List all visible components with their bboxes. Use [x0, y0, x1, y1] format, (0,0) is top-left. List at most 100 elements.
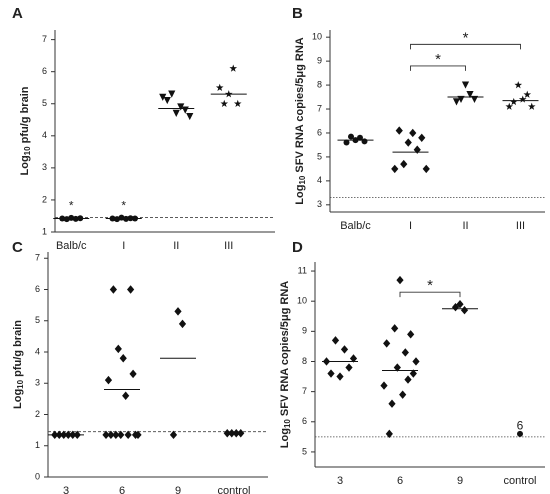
y-tick-label: 0 [35, 471, 40, 481]
y-tick-label: 6 [42, 66, 47, 76]
y-label-part: SFV RNA copies/5μg RNA [294, 37, 306, 175]
data-point [118, 214, 125, 221]
data-point [112, 430, 120, 440]
y-tick-label: 7 [302, 386, 307, 396]
x-tick-label: II [173, 240, 179, 252]
x-tick-label: 3 [63, 485, 69, 494]
data-point [181, 106, 189, 114]
x-tick-label: I [122, 240, 125, 252]
data-point [119, 354, 127, 363]
y-tick-label: 2 [42, 194, 47, 204]
y-tick-label: 3 [317, 199, 322, 209]
x-tick-label: 3 [337, 475, 343, 487]
data-point [114, 344, 122, 354]
data-point [233, 99, 242, 107]
y-tick-label: 6 [317, 127, 322, 137]
y-tick-label: 9 [302, 326, 307, 336]
y-label-part: pfu/g brain [19, 86, 31, 146]
x-tick-label: 6 [397, 475, 403, 487]
y-label-sub: 10 [283, 419, 292, 428]
y-label-part: Log [279, 428, 291, 448]
y-tick-label: 6 [302, 416, 307, 426]
x-tick-label: Balb/c [340, 220, 371, 232]
y-tick-label: 3 [35, 378, 40, 388]
x-tick-label: I [409, 220, 412, 232]
data-point [177, 103, 185, 111]
data-point [401, 348, 409, 357]
y-label-sub: 10 [298, 175, 307, 184]
data-point [168, 90, 176, 98]
data-point [383, 339, 391, 348]
y-label-part: Log [19, 155, 31, 175]
significance-bracket [399, 291, 461, 298]
data-point [505, 102, 514, 110]
y-tick-label: 5 [35, 315, 40, 325]
data-point [395, 126, 403, 135]
significance-bracket [410, 65, 466, 71]
y-tick-label: 4 [317, 175, 322, 185]
data-point [220, 99, 229, 107]
y-tick-label: 5 [317, 151, 322, 161]
data-point [466, 91, 474, 99]
panel-label: C [12, 239, 23, 256]
significance-label: * [435, 51, 441, 68]
y-tick-label: 1 [35, 440, 40, 450]
data-point [114, 216, 120, 223]
data-point [452, 98, 461, 106]
data-point [388, 399, 396, 408]
data-point [404, 375, 412, 384]
data-point [331, 336, 340, 345]
data-point [518, 95, 527, 103]
y-tick-label: 9 [317, 56, 322, 66]
data-point [391, 164, 399, 174]
x-tick-label: 6 [119, 485, 125, 494]
y-label-sub: 10 [23, 146, 32, 155]
x-tick-label: 9 [457, 475, 463, 487]
y-axis-label: Log10 SFV RNA copies/5μg RNA [294, 37, 307, 204]
data-point [343, 139, 350, 146]
data-point [178, 319, 187, 329]
data-point [104, 375, 113, 385]
y-tick-label: 7 [42, 34, 47, 44]
data-point [514, 81, 523, 89]
y-tick-label: 4 [35, 346, 40, 356]
data-point [215, 83, 224, 91]
data-point [470, 95, 479, 104]
y-label-sub: 10 [16, 379, 25, 388]
y-tick-label: 10 [312, 32, 322, 42]
data-point [63, 216, 70, 223]
y-tick-label: 5 [302, 446, 307, 456]
data-point [174, 307, 182, 316]
data-point [456, 300, 464, 309]
data-point [461, 81, 470, 89]
data-point [102, 430, 110, 440]
y-label-part: pfu/g brain [12, 320, 24, 380]
y-label-part: Log [294, 185, 306, 205]
data-point [223, 429, 231, 438]
data-point [169, 430, 178, 440]
data-point [349, 354, 358, 363]
data-point [68, 214, 75, 221]
y-tick-label: 10 [297, 296, 307, 306]
panel-label: A [12, 5, 23, 22]
annotation: * [121, 199, 126, 213]
x-tick-label: III [224, 240, 233, 252]
data-point [361, 138, 368, 145]
y-tick-label: 1 [42, 226, 47, 236]
data-point [186, 112, 194, 121]
y-tick-label: 5 [42, 98, 47, 108]
x-tick-label: control [503, 475, 536, 487]
y-tick-label: 2 [35, 409, 40, 419]
y-axis-label: Log10 pfu/g brain [12, 320, 25, 409]
data-point [422, 164, 430, 174]
data-point [396, 275, 404, 285]
y-tick-label: 8 [302, 356, 307, 366]
data-point [336, 372, 344, 381]
y-tick-label: 7 [35, 253, 40, 263]
data-point [232, 429, 240, 438]
data-point [413, 145, 421, 154]
y-tick-label: 7 [317, 103, 322, 113]
data-point [109, 285, 117, 294]
y-tick-label: 6 [35, 284, 40, 294]
data-point [418, 133, 426, 142]
